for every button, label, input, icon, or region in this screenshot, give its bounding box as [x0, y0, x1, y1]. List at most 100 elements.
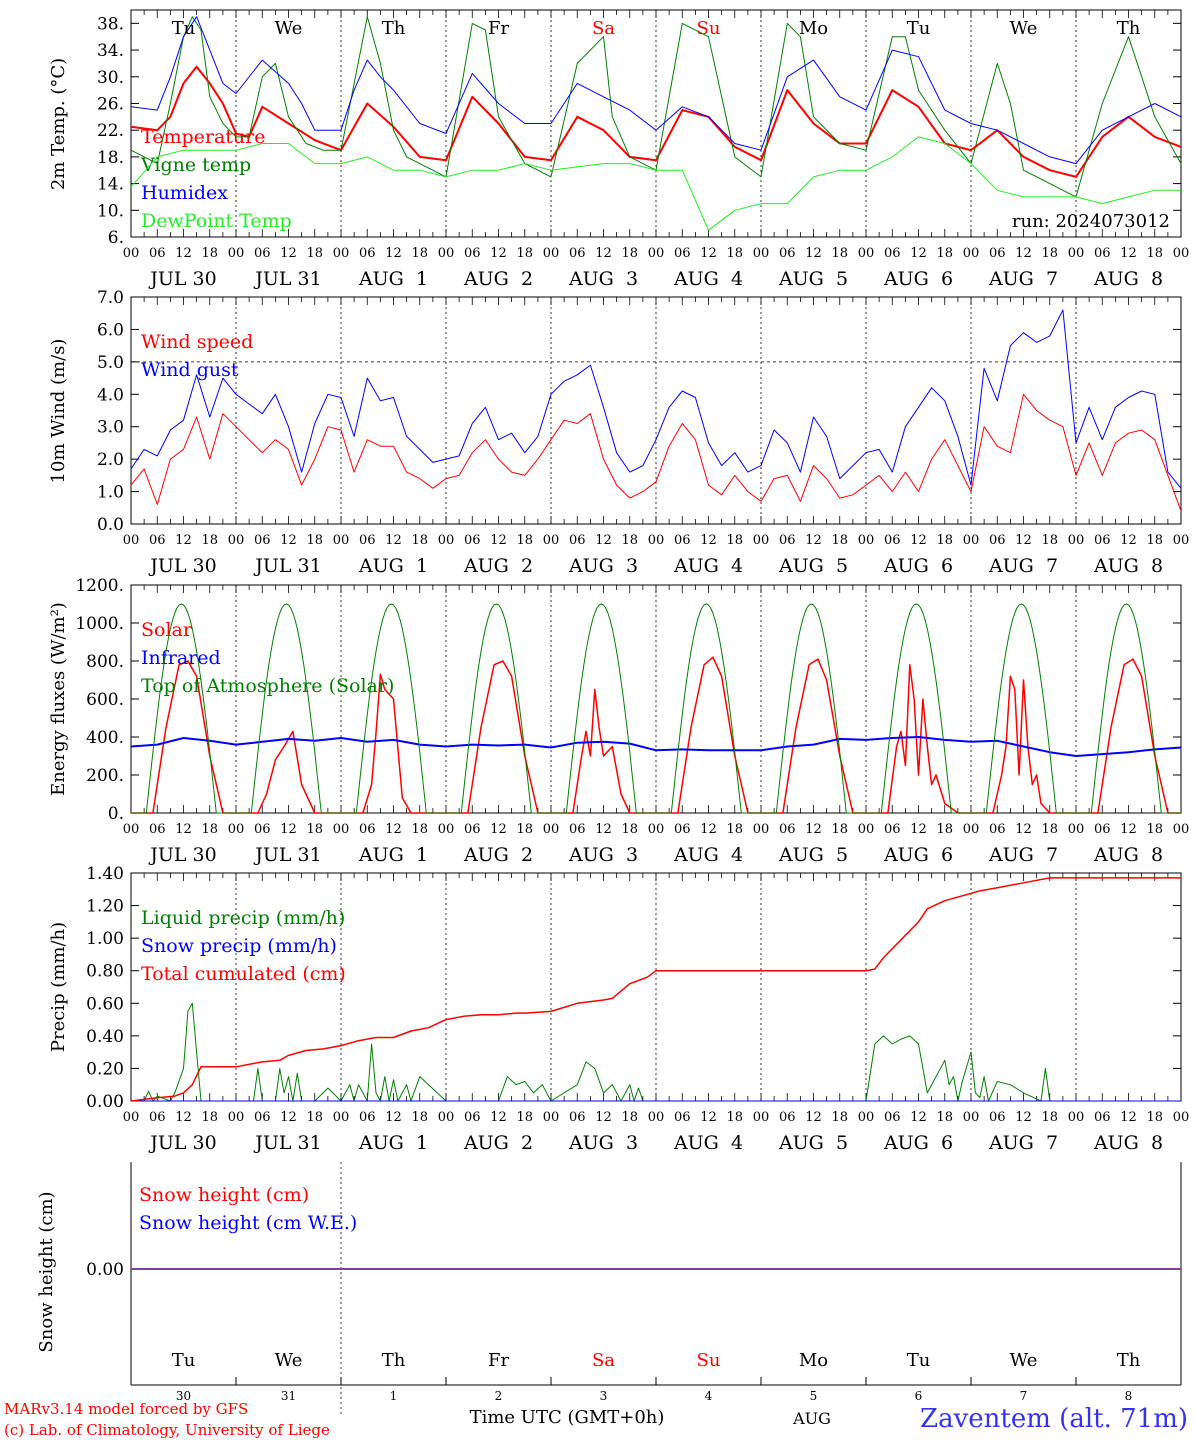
day-number-label: 3	[600, 1389, 608, 1403]
hour-label: 06	[254, 533, 271, 548]
hour-label: 12	[175, 246, 192, 261]
y-tick-label: 0.80	[86, 962, 124, 982]
hour-label: 06	[989, 1110, 1006, 1125]
hour-label: 00	[228, 1110, 245, 1125]
hour-label: 00	[753, 533, 770, 548]
hour-label: 18	[306, 822, 323, 837]
hour-label: 12	[385, 533, 402, 548]
weekday-label: We	[275, 18, 303, 39]
hour-label: 06	[149, 246, 166, 261]
hour-label: 06	[254, 1110, 271, 1125]
hour-label: 18	[306, 1110, 323, 1125]
legend-entry: Snow height (cm W.E.)	[139, 1212, 357, 1234]
hour-label: 00	[753, 1110, 770, 1125]
day-number-label: 30	[176, 1389, 191, 1403]
y-tick-label: 1.20	[86, 897, 124, 917]
date-label: JUL 31	[253, 844, 321, 866]
hour-label: 06	[464, 822, 481, 837]
hour-label: 06	[254, 822, 271, 837]
date-label: AUG 5	[778, 844, 848, 866]
hour-label: 00	[333, 822, 350, 837]
hour-label: 18	[726, 822, 743, 837]
y-tick-label: 1200.	[75, 576, 124, 596]
y-tick-label: 400.	[86, 728, 124, 748]
date-label: JUL 30	[148, 268, 216, 290]
hour-label: 18	[1146, 246, 1163, 261]
weekday-label: We	[1010, 18, 1038, 39]
run-label: run: 2024073012	[1012, 211, 1170, 232]
hour-label: 12	[700, 1110, 717, 1125]
hour-label: 00	[543, 1110, 560, 1125]
hour-label: 18	[516, 533, 533, 548]
hour-label: 06	[149, 822, 166, 837]
hour-label: 06	[464, 533, 481, 548]
date-label: JUL 30	[148, 844, 216, 866]
weekday-label: Mo	[799, 1350, 828, 1371]
hour-label: 00	[1173, 533, 1190, 548]
hour-label: 12	[490, 533, 507, 548]
hour-label: 18	[831, 246, 848, 261]
hour-label: 00	[123, 822, 140, 837]
weekday-label: Tu	[172, 18, 196, 39]
hour-label: 18	[831, 533, 848, 548]
hour-label: 18	[1041, 822, 1058, 837]
hour-label: 12	[280, 822, 297, 837]
hour-label: 00	[858, 822, 875, 837]
date-label: AUG 7	[988, 268, 1058, 290]
hour-label: 06	[779, 246, 796, 261]
hour-label: 18	[936, 1110, 953, 1125]
hour-label: 18	[1041, 533, 1058, 548]
hour-label: 00	[1173, 1110, 1190, 1125]
y-tick-label: 6.	[108, 228, 124, 248]
hour-label: 18	[201, 533, 218, 548]
hour-label: 18	[411, 246, 428, 261]
hour-label: 06	[674, 1110, 691, 1125]
hour-label: 12	[595, 1110, 612, 1125]
hour-label: 00	[333, 1110, 350, 1125]
date-label: AUG 8	[1093, 555, 1163, 577]
hour-label: 06	[569, 1110, 586, 1125]
legend-entry: Infrared	[141, 647, 221, 669]
hour-label: 00	[1068, 533, 1085, 548]
credit-line: MARv3.14 model forced by GFS	[4, 1400, 248, 1418]
y-tick-label: 18.	[97, 148, 124, 168]
hour-label: 12	[1120, 822, 1137, 837]
hour-label: 12	[1120, 246, 1137, 261]
hour-label: 18	[306, 246, 323, 261]
hour-label: 00	[438, 1110, 455, 1125]
hour-label: 18	[1041, 246, 1058, 261]
weekday-label: Sa	[592, 1350, 615, 1371]
hour-label: 06	[1094, 533, 1111, 548]
date-label: JUL 31	[253, 1132, 321, 1154]
hour-label: 06	[884, 246, 901, 261]
hour-label: 00	[963, 533, 980, 548]
series-line-liquid-precip-mm-h-	[131, 1002, 1181, 1102]
legend-entry: DewPoint Temp	[141, 210, 292, 232]
date-label: AUG 7	[988, 1132, 1058, 1154]
weekday-label: Tu	[907, 18, 931, 39]
month-label: AUG	[792, 1409, 831, 1428]
hour-label: 06	[1094, 822, 1111, 837]
y-tick-label: 800.	[86, 652, 124, 672]
date-label: AUG 2	[463, 1132, 533, 1154]
hour-label: 12	[910, 246, 927, 261]
weekday-label: Sa	[592, 18, 615, 39]
series-line-total-cumulated-cm-	[130, 877, 1181, 1102]
hour-label: 12	[1015, 1110, 1032, 1125]
hour-label: 18	[201, 1110, 218, 1125]
y-tick-label: 0.20	[86, 1059, 124, 1079]
y-tick-label: 30.	[97, 68, 124, 88]
y-tick-label: 0.	[108, 804, 124, 824]
hour-label: 18	[621, 822, 638, 837]
hour-label: 06	[359, 246, 376, 261]
date-label: AUG 6	[883, 1132, 953, 1154]
legend-entry: Top of Atmosphere (Solar)	[141, 675, 394, 697]
hour-label: 00	[1068, 822, 1085, 837]
hour-label: 00	[123, 533, 140, 548]
legend-entry: Humidex	[141, 182, 228, 204]
hour-label: 00	[648, 822, 665, 837]
x-axis-title: Time UTC (GMT+0h)	[470, 1407, 665, 1428]
hour-label: 12	[490, 822, 507, 837]
y-tick-label: 22.	[97, 121, 124, 141]
y-tick-label: 1000.	[75, 614, 124, 634]
